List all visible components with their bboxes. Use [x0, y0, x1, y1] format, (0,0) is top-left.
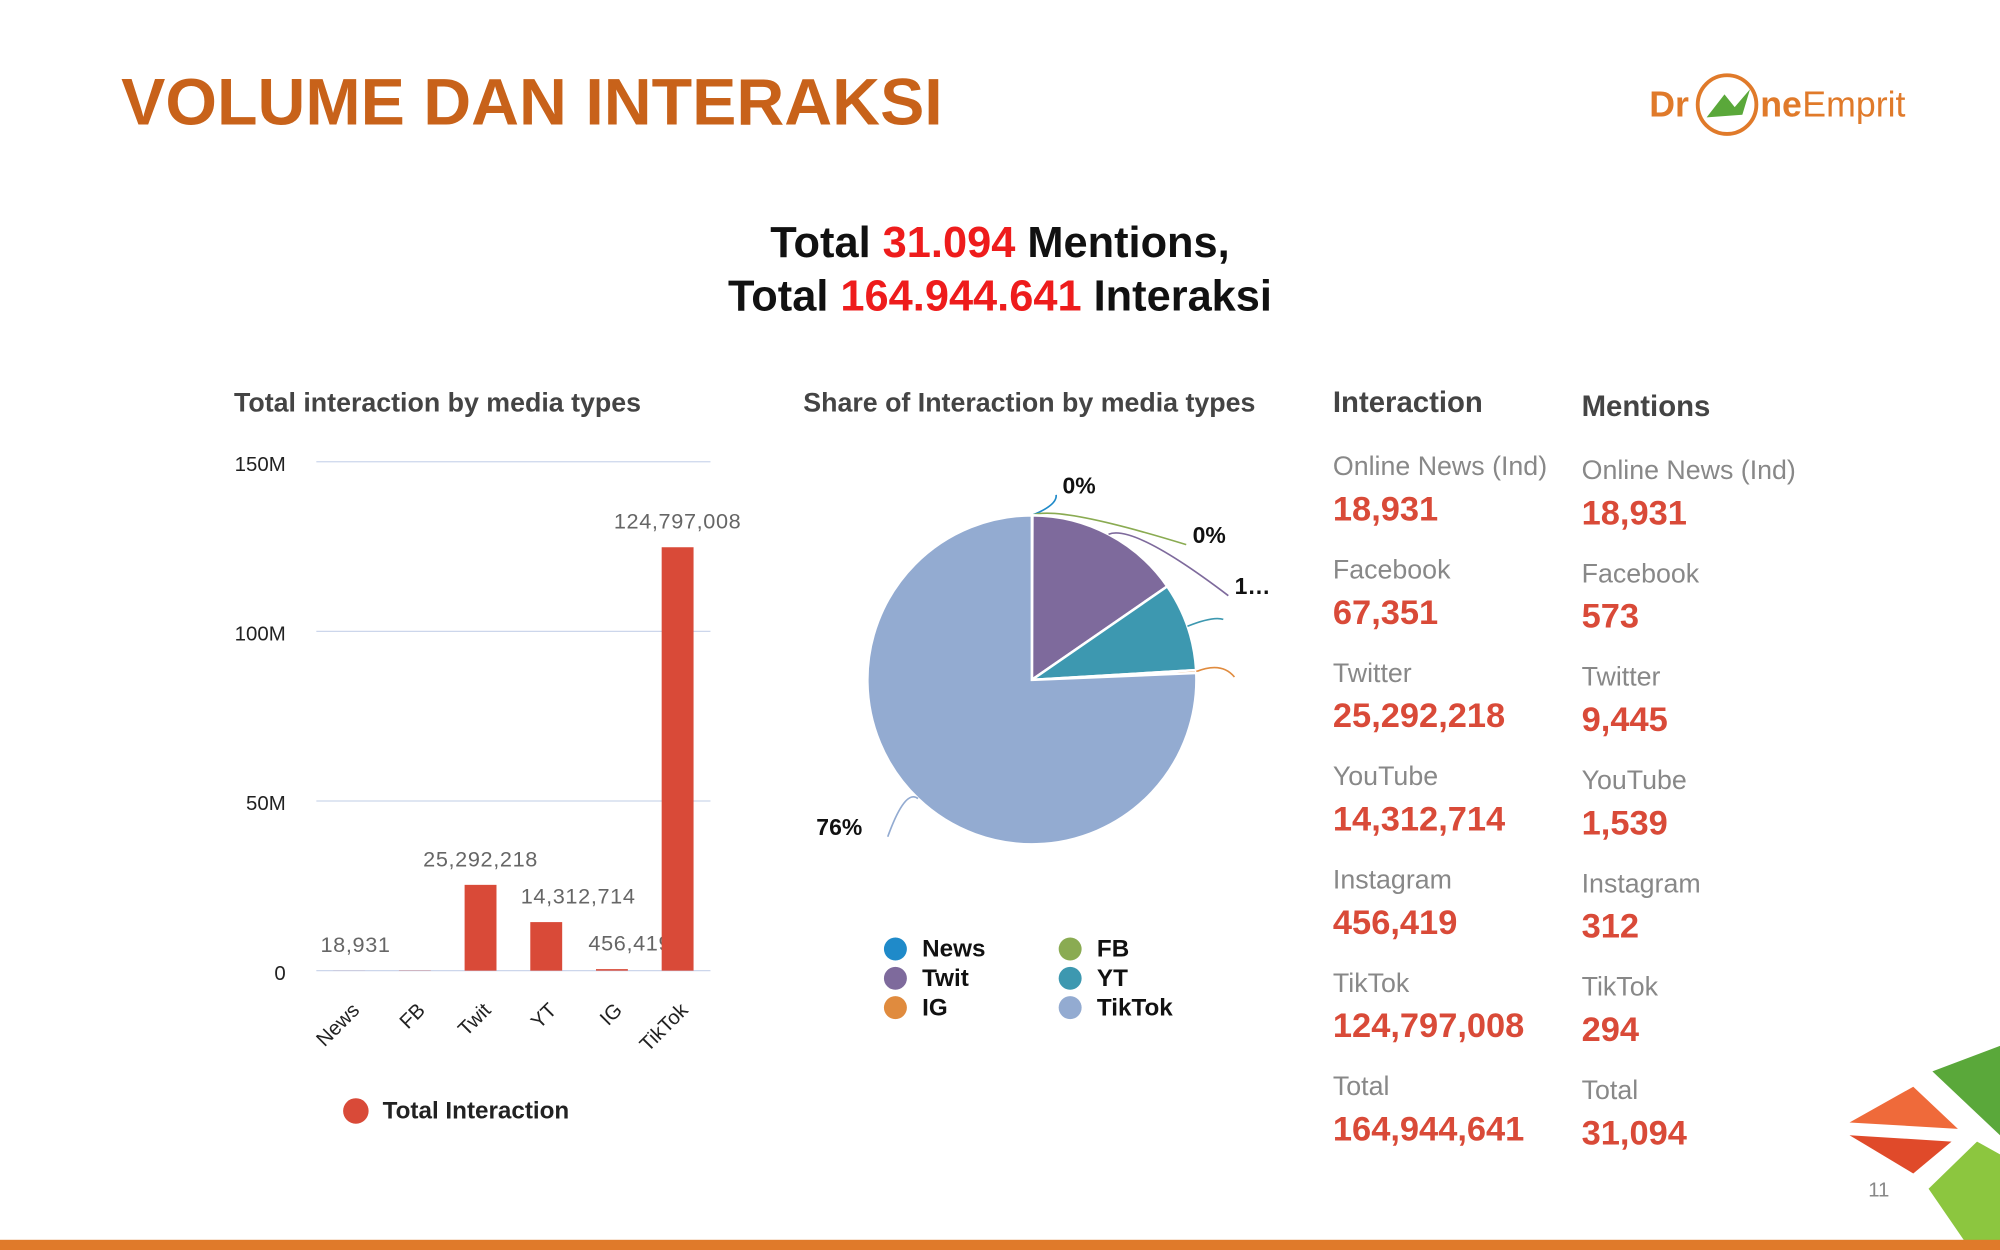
- list-label: Total: [1333, 1071, 1390, 1101]
- summary-text: Interaksi: [1082, 273, 1272, 321]
- data-label: 456,419: [588, 931, 671, 956]
- legend-label: News: [922, 936, 985, 963]
- legend-marker: [883, 937, 907, 961]
- pie-slice: [1030, 514, 1170, 683]
- legend-label: Twit: [922, 965, 969, 992]
- legend-marker: [1058, 966, 1082, 990]
- list-value: 18,931: [1333, 491, 1438, 529]
- list-value: 312: [1582, 908, 1639, 946]
- leader-line: [1031, 512, 1187, 546]
- list-value: 25,292,218: [1333, 697, 1505, 735]
- logo-text: Dr: [1649, 85, 1689, 125]
- logo-text: ne: [1760, 85, 1802, 125]
- summary-text: Total: [728, 273, 840, 321]
- y-tick-label: 0: [274, 963, 285, 985]
- logo-text: Emprit: [1802, 85, 1905, 125]
- leader-line: [1187, 617, 1224, 628]
- list-label: Twitter: [1582, 662, 1661, 692]
- logo-bird: [1706, 89, 1750, 118]
- legend-label: IG: [922, 994, 948, 1021]
- summary-text: Total: [770, 220, 882, 268]
- list-label: Instagram: [1333, 864, 1452, 894]
- list-value: 14,312,714: [1333, 801, 1505, 839]
- y-tick-label: 100M: [235, 624, 286, 646]
- decor-shape: [1932, 1045, 2000, 1136]
- legend-marker: [883, 966, 907, 990]
- bar: [464, 884, 497, 971]
- legend-label: FB: [1097, 936, 1129, 963]
- footer-bar: [0, 1239, 2000, 1250]
- logo: Dr ne Emprit: [1649, 73, 1906, 136]
- list-label: YouTube: [1582, 765, 1687, 795]
- y-tick-label: 50M: [246, 793, 286, 815]
- chart-title: Total interaction by media types: [234, 387, 641, 417]
- list-value: 294: [1582, 1011, 1639, 1049]
- decor-shape: [1928, 1141, 2000, 1250]
- summary-line: Total 31.094 Mentions,: [770, 220, 1229, 268]
- summary-number: 164.944.641: [840, 273, 1081, 321]
- decor-shape: [1849, 1135, 1952, 1174]
- page-number: 11: [1868, 1180, 1889, 1202]
- decoration: [1849, 1045, 2000, 1250]
- legend-marker: [1058, 937, 1082, 961]
- data-label: 25,292,218: [423, 846, 538, 871]
- summary-number: 31.094: [883, 220, 1016, 268]
- list-label: Online News (Ind): [1582, 455, 1796, 485]
- logo-icon: [1695, 73, 1759, 136]
- summary-text: Mentions,: [1015, 220, 1229, 268]
- data-label: 14,312,714: [521, 884, 636, 909]
- bar: [530, 922, 563, 971]
- y-tick-label: 150M: [235, 454, 286, 476]
- list-label: Online News (Ind): [1333, 451, 1547, 481]
- chart-title: Share of Interaction by media types: [803, 387, 1255, 417]
- list-title: Interaction: [1333, 386, 1483, 419]
- list-value: 1,539: [1582, 804, 1668, 842]
- leader-line: [1108, 532, 1229, 597]
- list-label: Total: [1582, 1075, 1639, 1105]
- list-label: YouTube: [1333, 761, 1438, 791]
- list-title: Mentions: [1582, 390, 1711, 423]
- legend-marker: [1058, 996, 1082, 1020]
- data-label: 18,931: [320, 932, 390, 957]
- legend-label: TikTok: [1097, 994, 1173, 1021]
- list-value: 18,931: [1582, 494, 1687, 532]
- legend-marker: [343, 1098, 369, 1124]
- list-value: 124,797,008: [1333, 1007, 1524, 1045]
- list-value: 31,094: [1582, 1114, 1687, 1152]
- list-value: 164,944,641: [1333, 1110, 1524, 1148]
- leader-line: [886, 796, 919, 838]
- data-label: 1…: [1235, 573, 1271, 599]
- list-label: TikTok: [1333, 968, 1410, 998]
- bar: [595, 969, 628, 971]
- list-value: 573: [1582, 598, 1639, 636]
- data-label: 76%: [816, 814, 862, 840]
- list-label: TikTok: [1582, 972, 1659, 1002]
- summary-line: Total 164.944.641 Interaksi: [728, 273, 1272, 321]
- leader-line: [1195, 666, 1236, 678]
- data-label: 0%: [1063, 472, 1096, 498]
- list-label: Facebook: [1582, 558, 1700, 588]
- pie-slice: [1027, 584, 1198, 682]
- list-value: 456,419: [1333, 904, 1457, 942]
- slide-title: VOLUME DAN INTERAKSI: [121, 66, 943, 140]
- legend-marker: [883, 996, 907, 1020]
- legend-label: Total Interaction: [383, 1098, 570, 1125]
- list-label: Twitter: [1333, 658, 1412, 688]
- bar: [661, 547, 694, 971]
- data-label: 124,797,008: [614, 509, 742, 534]
- list-label: Instagram: [1582, 868, 1701, 898]
- data-label: 0%: [1193, 522, 1226, 548]
- list-value: 67,351: [1333, 594, 1438, 632]
- list-value: 9,445: [1582, 701, 1668, 739]
- decor-shape: [1849, 1086, 1958, 1129]
- legend-label: YT: [1097, 965, 1128, 992]
- list-label: Facebook: [1333, 555, 1451, 585]
